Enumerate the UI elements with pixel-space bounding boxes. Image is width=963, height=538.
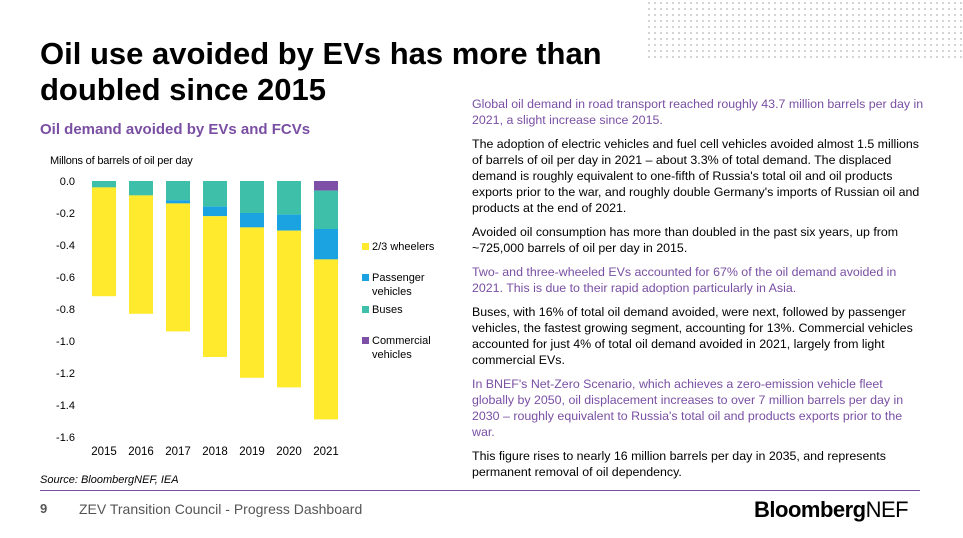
bar-segment-2-3-wheelers-2017 xyxy=(166,203,190,332)
x-tick-label: 2018 xyxy=(202,446,228,458)
legend-label: Commercial vehicles xyxy=(372,335,431,361)
legend-swatch xyxy=(362,337,369,344)
legend-swatch xyxy=(362,306,369,313)
legend-label: 2/3 wheelers xyxy=(372,241,435,253)
paragraph-5: Buses, with 16% of total oil demand avoi… xyxy=(472,305,913,367)
y-tick-label: -0.2 xyxy=(56,208,75,220)
bar-segment-buses-2021 xyxy=(314,190,338,229)
legend-swatch xyxy=(362,274,369,281)
bar-segment-passenger-vehicles-2021 xyxy=(314,229,338,260)
paragraph-1: Global oil demand in road transport reac… xyxy=(472,97,924,127)
y-tick-label: -0.4 xyxy=(56,240,75,252)
y-axis-label: Millons of barrels of oil per day xyxy=(50,155,193,167)
y-tick-label: -1.6 xyxy=(56,432,75,444)
bar-segment-buses-2017 xyxy=(166,181,190,201)
x-tick-label: 2019 xyxy=(239,446,265,458)
brand-logo: BloombergNEF xyxy=(754,497,909,523)
page-number: 9 xyxy=(40,501,48,516)
bar-segment-buses-2018 xyxy=(203,181,227,207)
x-tick-label: 2017 xyxy=(165,446,191,458)
source-note: Source: BloombergNEF, IEA xyxy=(40,474,179,486)
bar-segment-buses-2020 xyxy=(277,181,301,215)
bar-segment-2-3-wheelers-2021 xyxy=(314,259,338,420)
y-tick-label: -0.6 xyxy=(56,272,75,284)
decorative-dot-pattern xyxy=(646,0,963,58)
bar-segment-buses-2016 xyxy=(129,181,153,196)
bar-segment-passenger-vehicles-2019 xyxy=(240,213,264,228)
bar-segment-2-3-wheelers-2020 xyxy=(277,230,301,388)
x-tick-label: 2020 xyxy=(276,446,302,458)
bar-segment-buses-2019 xyxy=(240,181,264,213)
chart-title: Oil demand avoided by EVs and FCVs xyxy=(40,121,311,138)
paragraph-3: Avoided oil consumption has more than do… xyxy=(472,225,899,255)
y-tick-label: -0.8 xyxy=(56,304,75,316)
page-title: Oil use avoided by EVs has more than dou… xyxy=(40,36,602,107)
brand-name-light: NEF xyxy=(865,497,909,522)
y-tick-label: -1.4 xyxy=(56,400,75,412)
x-tick-label: 2015 xyxy=(91,446,117,458)
bar-segment-2-3-wheelers-2016 xyxy=(129,195,153,314)
bar-segment-2-3-wheelers-2015 xyxy=(92,187,116,297)
x-tick-label: 2021 xyxy=(313,446,339,458)
y-tick-label: -1.2 xyxy=(56,368,75,380)
bar-segment-passenger-vehicles-2017 xyxy=(166,200,190,204)
y-tick-label: -1.0 xyxy=(56,336,75,348)
legend-label: Buses xyxy=(372,304,403,316)
paragraph-2: The adoption of electric vehicles and fu… xyxy=(472,137,920,215)
bar-segment-buses-2015 xyxy=(92,181,116,188)
y-tick-label: 0.0 xyxy=(60,176,75,188)
footer-divider xyxy=(40,490,920,491)
x-tick-label: 2016 xyxy=(128,446,154,458)
brand-name-bold: Bloomberg xyxy=(754,497,866,522)
paragraph-6: In BNEF's Net-Zero Scenario, which achie… xyxy=(472,377,904,439)
paragraph-7: This figure rises to nearly 16 million b… xyxy=(472,449,886,479)
legend-swatch xyxy=(362,243,369,250)
bar-segment-2-3-wheelers-2019 xyxy=(240,227,264,378)
footer-title: ZEV Transition Council - Progress Dashbo… xyxy=(79,501,363,517)
bar-segment-passenger-vehicles-2018 xyxy=(203,206,227,217)
bar-segment-passenger-vehicles-2020 xyxy=(277,214,301,231)
bar-segment-2-3-wheelers-2018 xyxy=(203,216,227,357)
bar-segment-commercial-vehicles-2021 xyxy=(314,181,338,191)
commentary-text: Global oil demand in road transport reac… xyxy=(472,96,924,488)
paragraph-4: Two- and three-wheeled EVs accounted for… xyxy=(472,265,897,295)
legend-label: Passenger vehicles xyxy=(372,272,425,298)
